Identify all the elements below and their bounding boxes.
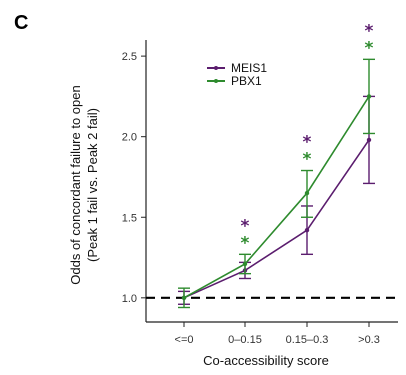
significance-star: * bbox=[365, 21, 374, 41]
series-line-pbx1 bbox=[183, 95, 370, 299]
significance-star: * bbox=[303, 133, 312, 153]
x-tick-label: 0–0.15 bbox=[228, 334, 262, 346]
significance-star: * bbox=[241, 233, 250, 253]
data-point bbox=[366, 137, 372, 143]
data-point bbox=[242, 261, 248, 267]
x-tick-label: >0.3 bbox=[358, 334, 380, 346]
data-point bbox=[366, 94, 372, 99]
y-axis-label-line-2: (Peak 1 fail vs. Peak 2 fail) bbox=[85, 108, 100, 262]
y-tick-label: 2.5 bbox=[122, 51, 137, 63]
y-tick-label: 1.5 bbox=[122, 212, 137, 224]
y-tick-label: 1.0 bbox=[122, 293, 137, 305]
panel-label: C bbox=[14, 12, 29, 34]
significance-markers: ****** bbox=[241, 21, 374, 253]
legend-marker bbox=[214, 79, 218, 83]
data-point bbox=[181, 295, 187, 301]
x-axis-label: Co-accessibility score bbox=[203, 353, 329, 368]
y-tick-label: 2.0 bbox=[122, 132, 137, 144]
legend-label: MEIS1 bbox=[231, 61, 267, 75]
legend-marker bbox=[214, 66, 218, 70]
significance-star: * bbox=[241, 216, 250, 236]
series-group bbox=[178, 58, 375, 309]
data-point bbox=[304, 227, 310, 233]
x-tick-label: 0.15–0.3 bbox=[286, 334, 329, 346]
axes: 1.0 1.5 2.0 2.5 <=0 0–0.15 0.15–0.3 >0.3 bbox=[122, 40, 398, 346]
series-line-meis1 bbox=[183, 139, 370, 299]
data-point bbox=[304, 190, 310, 196]
significance-star: * bbox=[303, 150, 312, 170]
x-tick-label: <=0 bbox=[175, 334, 194, 346]
y-axis-label-line-1: Odds of concordant failure to open bbox=[68, 85, 83, 284]
significance-star: * bbox=[365, 38, 374, 58]
legend-label: PBX1 bbox=[231, 74, 262, 88]
